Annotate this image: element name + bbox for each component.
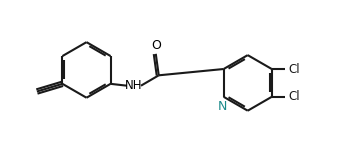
Text: NH: NH bbox=[125, 79, 142, 92]
Text: O: O bbox=[151, 39, 161, 52]
Text: Cl: Cl bbox=[288, 63, 300, 76]
Text: Cl: Cl bbox=[288, 90, 300, 103]
Text: N: N bbox=[218, 100, 228, 113]
